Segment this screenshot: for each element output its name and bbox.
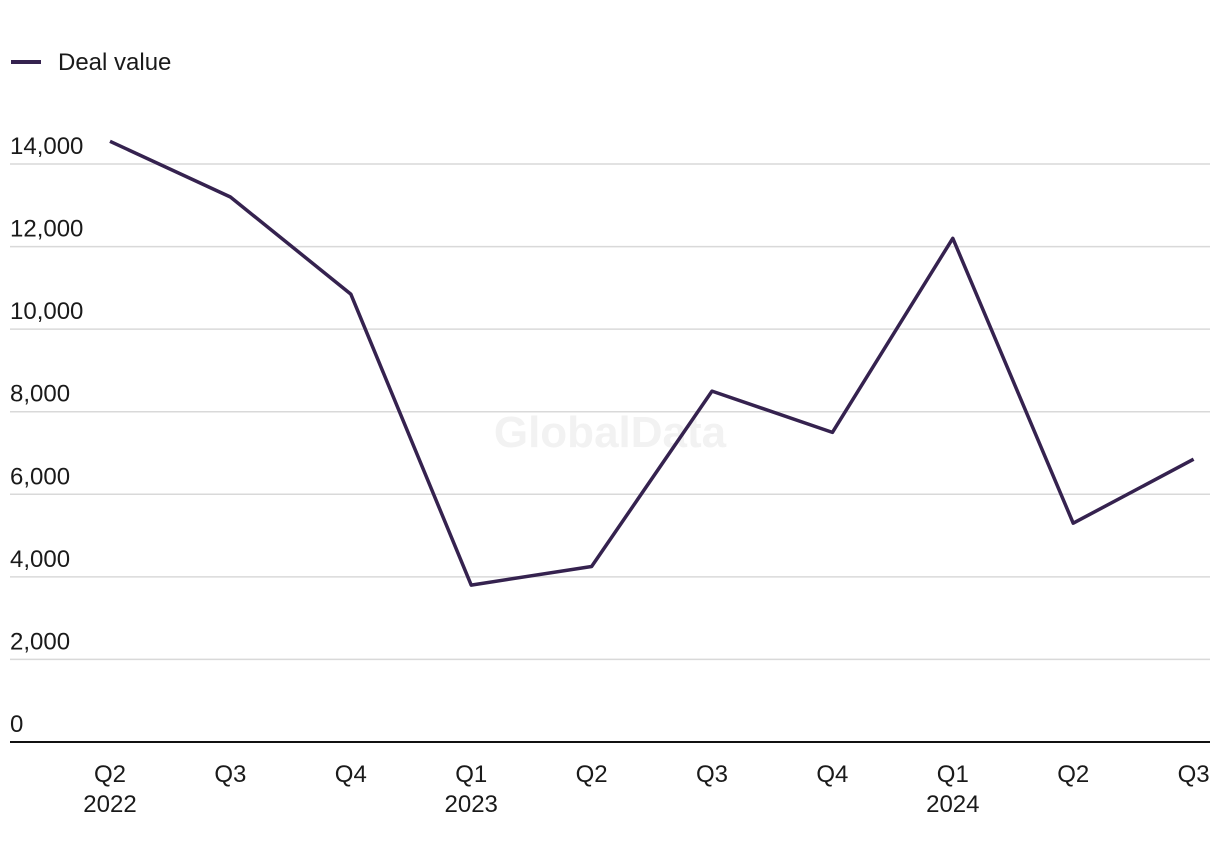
y-tick-label: 12,000 [10,216,83,243]
x-tick-label-quarter: Q3 [214,761,246,788]
watermark-text: GlobalData [494,408,727,457]
y-tick-label: 2,000 [10,628,70,655]
series-line-deal-value [109,139,1195,587]
y-tick-label: 8,000 [10,381,70,408]
y-tick-label: 10,000 [10,298,83,325]
x-tick-label-quarter: Q2 [1057,761,1089,788]
x-axis-tick-labels: Q2 2022 Q3 Q4 Q1 2023 Q2 Q3 Q4 Q1 2024 Q2 Q3 [83,761,1209,818]
x-tick-label-quarter: Q3 [696,761,728,788]
x-tick-label-quarter: Q1 [937,761,969,788]
legend: Deal value [11,49,171,76]
x-tick-label-quarter: Q3 [1178,761,1210,788]
series-deal-value [109,139,1195,587]
legend-label-deal-value: Deal value [58,49,171,76]
x-tick-label-quarter: Q4 [335,761,367,788]
x-tick-label-quarter: Q4 [816,761,848,788]
x-tick-label-year: 2023 [445,791,498,818]
y-tick-label: 14,000 [10,133,83,160]
x-tick-label-year: 2024 [926,791,979,818]
y-tick-label: 0 [10,711,23,738]
gridlines [10,163,1210,661]
y-axis-tick-labels: 0 2,000 4,000 6,000 8,000 10,000 12,000 14,000 [10,133,83,738]
x-tick-label-quarter: Q1 [455,761,487,788]
y-tick-label: 6,000 [10,463,70,490]
x-tick-label-quarter: Q2 [576,761,608,788]
x-tick-label-quarter: Q2 [94,761,126,788]
y-tick-label: 4,000 [10,546,70,573]
x-tick-label-year: 2022 [83,791,136,818]
